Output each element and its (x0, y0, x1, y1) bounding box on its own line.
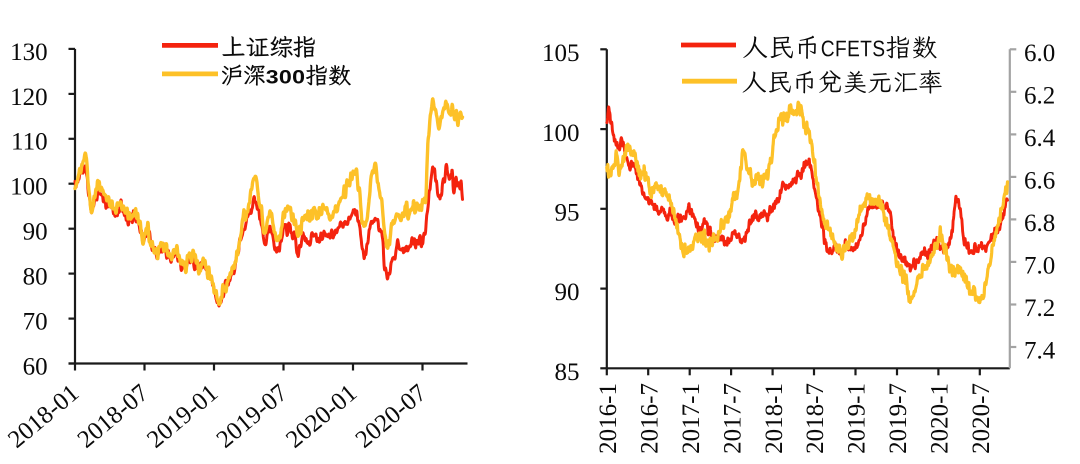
svg-text:60: 60 (23, 353, 48, 380)
svg-text:6.0: 6.0 (1024, 40, 1055, 67)
svg-text:2018-7: 2018-7 (802, 383, 829, 454)
svg-text:2016-1: 2016-1 (595, 383, 622, 454)
svg-text:2020-1: 2020-1 (927, 383, 954, 454)
svg-text:120: 120 (10, 84, 48, 111)
svg-text:90: 90 (23, 219, 48, 246)
svg-text:85: 85 (555, 359, 580, 386)
svg-text:80: 80 (23, 264, 48, 291)
svg-text:7.4: 7.4 (1024, 338, 1056, 365)
svg-text:95: 95 (555, 200, 580, 227)
svg-text:6.4: 6.4 (1024, 125, 1056, 152)
svg-text:100: 100 (10, 174, 48, 201)
svg-text:7.0: 7.0 (1024, 252, 1055, 279)
svg-text:7.2: 7.2 (1024, 295, 1055, 322)
svg-text:2017-1: 2017-1 (678, 383, 705, 454)
svg-text:6.6: 6.6 (1024, 167, 1055, 194)
svg-text:2019-1: 2019-1 (844, 383, 871, 454)
svg-text:130: 130 (10, 39, 48, 66)
svg-text:100: 100 (542, 120, 580, 147)
svg-text:105: 105 (542, 40, 580, 67)
svg-text:6.8: 6.8 (1024, 210, 1055, 237)
svg-text:2017-7: 2017-7 (719, 383, 746, 454)
svg-text:2016-7: 2016-7 (637, 383, 664, 454)
svg-text:70: 70 (23, 309, 48, 336)
svg-text:90: 90 (555, 279, 580, 306)
svg-text:2019-7: 2019-7 (885, 383, 912, 454)
svg-text:2018-1: 2018-1 (761, 383, 788, 454)
svg-text:2020-7: 2020-7 (968, 383, 995, 454)
svg-text:110: 110 (11, 129, 48, 156)
svg-text:6.2: 6.2 (1024, 82, 1055, 109)
